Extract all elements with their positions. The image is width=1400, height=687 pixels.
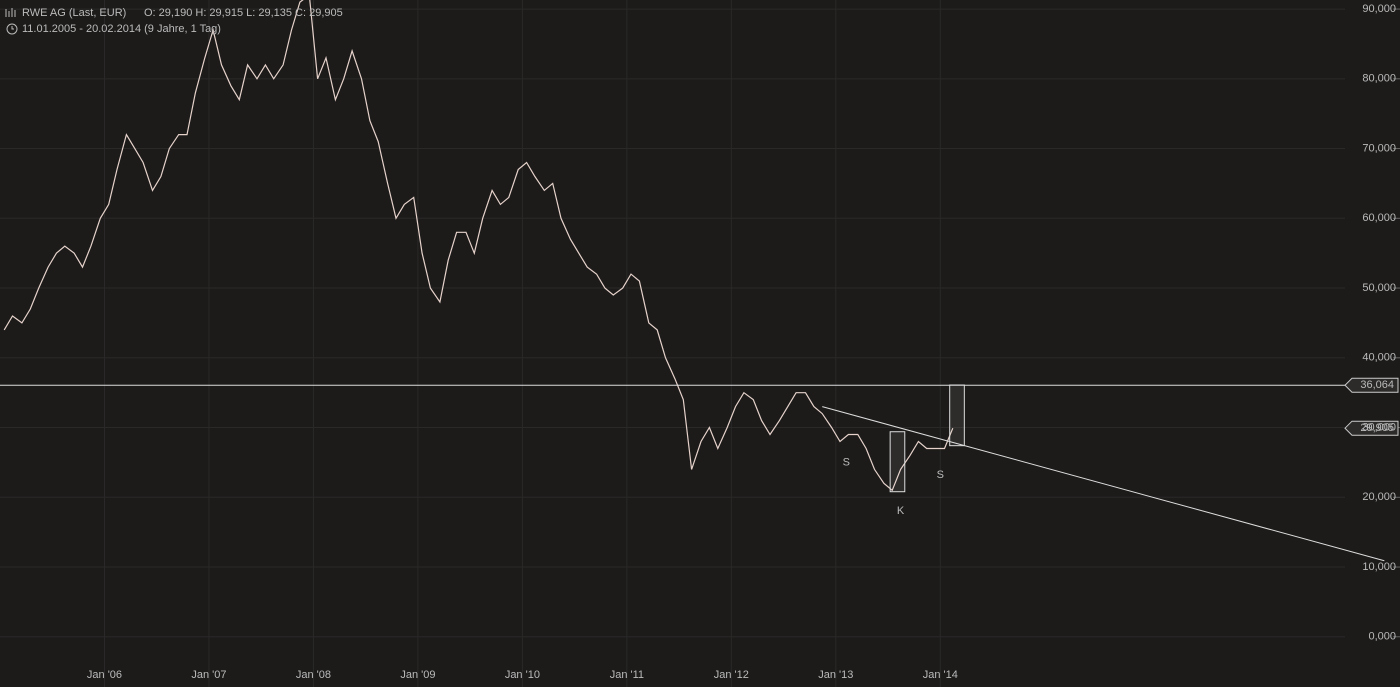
x-tick-label: Jan '14: [923, 669, 958, 681]
chart-title: RWE AG (Last, EUR): [22, 7, 126, 19]
price-tag-label: 29,905: [1360, 422, 1394, 434]
price-tag: [1344, 377, 1399, 393]
price-tag-label: 36,064: [1360, 379, 1394, 391]
price-tag: [1344, 420, 1399, 436]
x-tick-label: Jan '10: [505, 669, 540, 681]
x-tick-label: Jan '09: [400, 669, 435, 681]
y-tick-label: 10,000: [1362, 561, 1396, 573]
y-tick-label: 30,000: [1362, 421, 1396, 433]
clock-hands: [11, 26, 14, 30]
y-tick-label: 60,000: [1362, 212, 1396, 224]
y-tick-label: 40,000: [1362, 352, 1396, 364]
x-tick-label: Jan '07: [191, 669, 226, 681]
annotation: K: [897, 505, 905, 517]
annotation: S: [937, 469, 944, 481]
pattern-box: [949, 384, 965, 447]
chart-icon: [5, 8, 16, 17]
x-tick-label: Jan '13: [818, 669, 853, 681]
plot: [0, 0, 1399, 562]
y-tick-label: 50,000: [1362, 282, 1396, 294]
x-tick-label: Jan '06: [87, 669, 122, 681]
y-tick-label: 80,000: [1362, 73, 1396, 85]
y-tick-label: 0,000: [1368, 631, 1396, 643]
x-tick-label: Jan '08: [296, 669, 331, 681]
y-tick-label: 70,000: [1362, 142, 1396, 154]
y-tick-label: 90,000: [1362, 3, 1396, 15]
pattern-box: [889, 431, 906, 493]
clock-icon: [6, 23, 18, 35]
y-tick-label: 20,000: [1362, 491, 1396, 503]
subtitle: 11.01.2005 - 20.02.2014 (9 Jahre, 1 Tag): [22, 23, 221, 35]
x-tick-label: Jan '12: [714, 669, 749, 681]
ohlc: O: 29,190 H: 29,915 L: 29,135 C: 29,905: [144, 7, 343, 19]
trendline: [822, 406, 1385, 562]
annotation: S: [843, 456, 850, 468]
x-tick-label: Jan '11: [610, 669, 644, 681]
price-line: [3, 0, 954, 492]
